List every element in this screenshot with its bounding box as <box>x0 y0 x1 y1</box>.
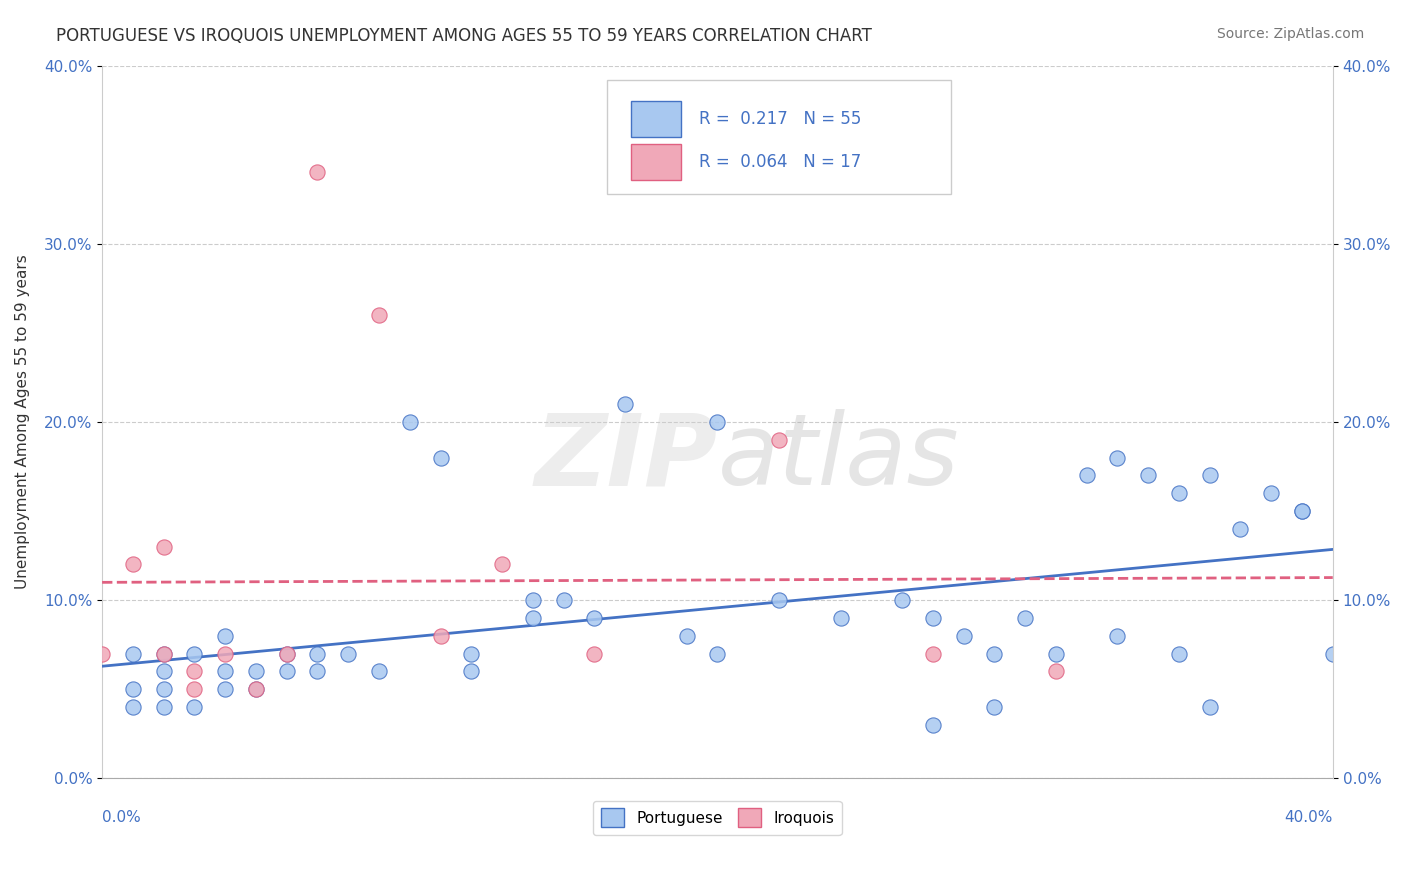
Point <box>183 665 205 679</box>
Point <box>553 593 575 607</box>
Point <box>1291 504 1313 518</box>
Text: 0.0%: 0.0% <box>103 810 141 825</box>
Point <box>368 308 391 322</box>
Point <box>245 665 267 679</box>
Point <box>983 647 1005 661</box>
Point <box>1045 647 1067 661</box>
Point <box>1014 611 1036 625</box>
Point <box>152 682 174 697</box>
Text: PORTUGUESE VS IROQUOIS UNEMPLOYMENT AMONG AGES 55 TO 59 YEARS CORRELATION CHART: PORTUGUESE VS IROQUOIS UNEMPLOYMENT AMON… <box>56 27 872 45</box>
Point <box>675 629 697 643</box>
Point <box>214 647 236 661</box>
Point <box>1045 665 1067 679</box>
Y-axis label: Unemployment Among Ages 55 to 59 years: Unemployment Among Ages 55 to 59 years <box>15 254 30 590</box>
Point <box>706 647 728 661</box>
Point <box>768 593 790 607</box>
Point <box>460 665 482 679</box>
Point <box>706 415 728 429</box>
Point <box>368 665 391 679</box>
Point <box>952 629 974 643</box>
Point <box>1168 486 1191 500</box>
Point <box>891 593 914 607</box>
Point <box>307 165 329 179</box>
Point <box>1137 468 1160 483</box>
Point <box>1229 522 1251 536</box>
Point <box>1107 450 1129 465</box>
Point <box>152 647 174 661</box>
Point <box>583 647 606 661</box>
Point <box>614 397 637 411</box>
Point <box>921 611 943 625</box>
Point <box>307 665 329 679</box>
Text: R =  0.217   N = 55: R = 0.217 N = 55 <box>699 110 862 128</box>
Text: 40.0%: 40.0% <box>1285 810 1333 825</box>
Point <box>921 718 943 732</box>
Point <box>214 682 236 697</box>
Point <box>183 682 205 697</box>
Point <box>1168 647 1191 661</box>
Point <box>1198 700 1220 714</box>
Point <box>460 647 482 661</box>
Point <box>122 682 145 697</box>
FancyBboxPatch shape <box>606 80 952 194</box>
Point <box>152 665 174 679</box>
Point <box>276 647 298 661</box>
Point <box>307 647 329 661</box>
Point <box>429 629 451 643</box>
Point <box>276 665 298 679</box>
Text: Source: ZipAtlas.com: Source: ZipAtlas.com <box>1216 27 1364 41</box>
Text: R =  0.064   N = 17: R = 0.064 N = 17 <box>699 153 862 170</box>
Point <box>122 647 145 661</box>
Legend: Portuguese, Iroquois: Portuguese, Iroquois <box>593 801 842 835</box>
Point <box>398 415 420 429</box>
Point <box>768 433 790 447</box>
Point <box>122 558 145 572</box>
Point <box>1291 504 1313 518</box>
Point <box>921 647 943 661</box>
Point <box>183 647 205 661</box>
Point <box>214 665 236 679</box>
Point <box>152 700 174 714</box>
FancyBboxPatch shape <box>631 101 681 136</box>
Point <box>337 647 360 661</box>
Point <box>1076 468 1098 483</box>
Text: atlas: atlas <box>717 409 959 506</box>
Point <box>1107 629 1129 643</box>
Point <box>91 647 114 661</box>
Point <box>152 647 174 661</box>
Point <box>276 647 298 661</box>
Point <box>1322 647 1344 661</box>
Point <box>1260 486 1282 500</box>
Point <box>122 700 145 714</box>
Point <box>522 611 544 625</box>
Point <box>245 682 267 697</box>
Point <box>522 593 544 607</box>
Point <box>429 450 451 465</box>
Point <box>183 700 205 714</box>
Point <box>583 611 606 625</box>
Point <box>830 611 852 625</box>
Point <box>245 682 267 697</box>
FancyBboxPatch shape <box>631 144 681 179</box>
Point <box>214 629 236 643</box>
Point <box>1198 468 1220 483</box>
Text: ZIP: ZIP <box>534 409 717 506</box>
Point <box>983 700 1005 714</box>
Point <box>152 540 174 554</box>
Point <box>491 558 513 572</box>
